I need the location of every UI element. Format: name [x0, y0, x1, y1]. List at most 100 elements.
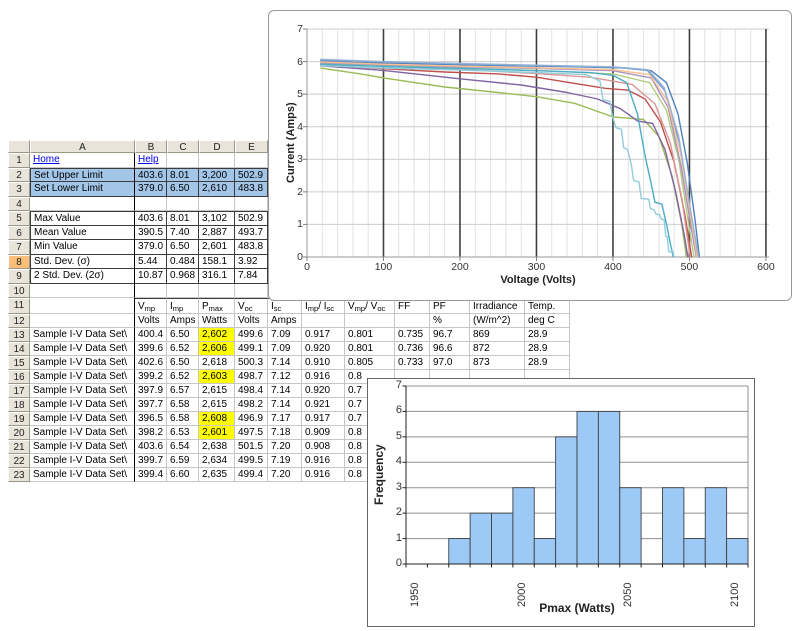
row-header-10[interactable]: 10	[8, 283, 30, 298]
cell-D23[interactable]: 2,635	[199, 468, 235, 482]
cell-E9[interactable]: 7.84	[235, 269, 268, 284]
cell-E14[interactable]: 499.1	[235, 342, 268, 356]
cell-E16[interactable]: 498.7	[235, 370, 268, 384]
cell-D17[interactable]: 2,615	[199, 384, 235, 398]
cell-E17[interactable]: 498.4	[235, 384, 268, 398]
cell-B19[interactable]: 396.5	[135, 412, 167, 426]
cell-E3[interactable]: 483.8	[235, 182, 268, 197]
cell-E23[interactable]: 499.4	[235, 468, 268, 482]
cell-C19[interactable]: 6.58	[167, 412, 199, 426]
cell-D13[interactable]: 2,602	[199, 328, 235, 342]
cell-D6[interactable]: 2,887	[199, 225, 235, 240]
cell-D22[interactable]: 2,634	[199, 454, 235, 468]
row-header-6[interactable]: 6	[8, 225, 30, 240]
cell-C16[interactable]: 6.52	[167, 370, 199, 384]
cell-C7[interactable]: 6.50	[167, 240, 199, 255]
cell-D14[interactable]: 2,606	[199, 342, 235, 356]
cell-L14[interactable]: 28.9	[525, 342, 570, 356]
cell-C5[interactable]: 8.01	[167, 211, 199, 226]
cell-B4[interactable]	[135, 196, 167, 211]
cell-I15[interactable]: 0.733	[395, 356, 430, 370]
cell-C14[interactable]: 6.52	[167, 342, 199, 356]
cell-B22[interactable]: 399.7	[135, 454, 167, 468]
cell-A11[interactable]	[30, 298, 135, 314]
cell-E4[interactable]	[235, 196, 268, 211]
cell-C3[interactable]: 6.50	[167, 182, 199, 197]
cell-D8[interactable]: 158.1	[199, 254, 235, 269]
cell-A23[interactable]: Sample I-V Data Set\	[30, 468, 135, 482]
cell-C6[interactable]: 7.40	[167, 225, 199, 240]
col-header-C[interactable]: C	[167, 140, 199, 153]
cell-L12[interactable]: deg C	[525, 314, 570, 328]
cell-B18[interactable]: 397.7	[135, 398, 167, 412]
help-link[interactable]: Help	[138, 154, 159, 165]
cell-A9[interactable]: 2 Std. Dev. (2σ)	[30, 269, 135, 284]
cell-A16[interactable]: Sample I-V Data Set\	[30, 370, 135, 384]
cell-A14[interactable]: Sample I-V Data Set\	[30, 342, 135, 356]
cell-F17[interactable]: 7.14	[268, 384, 302, 398]
row-header-21[interactable]: 21	[8, 440, 30, 454]
row-header-14[interactable]: 14	[8, 342, 30, 356]
cell-F14[interactable]: 7.09	[268, 342, 302, 356]
cell-D3[interactable]: 2,610	[199, 182, 235, 197]
cell-C1[interactable]	[167, 153, 199, 168]
row-header-9[interactable]: 9	[8, 269, 30, 284]
cell-K13[interactable]: 869	[470, 328, 525, 342]
cell-C10[interactable]	[167, 283, 199, 298]
row-header-3[interactable]: 3	[8, 182, 30, 197]
cell-E18[interactable]: 498.2	[235, 398, 268, 412]
cell-B9[interactable]: 10.87	[135, 269, 167, 284]
cell-G14[interactable]: 0.920	[302, 342, 345, 356]
cell-E1[interactable]	[235, 153, 268, 168]
cell-C12[interactable]: Amps	[167, 314, 199, 328]
cell-A18[interactable]: Sample I-V Data Set\	[30, 398, 135, 412]
cell-H13[interactable]: 0.801	[345, 328, 395, 342]
cell-I12[interactable]	[395, 314, 430, 328]
cell-E5[interactable]: 502.9	[235, 211, 268, 226]
cell-D2[interactable]: 3,200	[199, 167, 235, 182]
cell-A20[interactable]: Sample I-V Data Set\	[30, 426, 135, 440]
cell-G17[interactable]: 0.920	[302, 384, 345, 398]
row-header-13[interactable]: 13	[8, 328, 30, 342]
col-header-B[interactable]: B	[135, 140, 167, 153]
cell-B1[interactable]: Help	[135, 153, 167, 168]
cell-E2[interactable]: 502.9	[235, 167, 268, 182]
cell-A12[interactable]	[30, 314, 135, 328]
cell-C21[interactable]: 6.54	[167, 440, 199, 454]
cell-D19[interactable]: 2,608	[199, 412, 235, 426]
cell-K15[interactable]: 873	[470, 356, 525, 370]
cell-A4[interactable]	[30, 196, 135, 211]
cell-B2[interactable]: 403.6	[135, 167, 167, 182]
cell-A21[interactable]: Sample I-V Data Set\	[30, 440, 135, 454]
cell-G19[interactable]: 0.917	[302, 412, 345, 426]
cell-B3[interactable]: 379.0	[135, 182, 167, 197]
cell-H15[interactable]: 0.805	[345, 356, 395, 370]
col-header-A[interactable]: A	[30, 140, 135, 153]
cell-D20[interactable]: 2,601	[199, 426, 235, 440]
cell-A3[interactable]: Set Lower Limit	[30, 182, 135, 197]
cell-A22[interactable]: Sample I-V Data Set\	[30, 454, 135, 468]
row-header-1[interactable]: 1	[8, 153, 30, 168]
pmax-histogram-chart[interactable]: Frequency Pmax (Watts) 0 1 2 3 4 5 6 7 1950 2000 2…	[367, 378, 755, 627]
cell-D15[interactable]: 2,618	[199, 356, 235, 370]
cell-B6[interactable]: 390.5	[135, 225, 167, 240]
row-header-5[interactable]: 5	[8, 211, 30, 226]
cell-I13[interactable]: 0.735	[395, 328, 430, 342]
cell-B15[interactable]: 402.6	[135, 356, 167, 370]
cell-B14[interactable]: 399.6	[135, 342, 167, 356]
cell-D16[interactable]: 2,603	[199, 370, 235, 384]
row-header-4[interactable]: 4	[8, 196, 30, 211]
row-header-8[interactable]: 8	[8, 254, 30, 269]
row-header-2[interactable]: 2	[8, 167, 30, 182]
cell-F22[interactable]: 7.19	[268, 454, 302, 468]
cell-G15[interactable]: 0.910	[302, 356, 345, 370]
cell-K14[interactable]: 872	[470, 342, 525, 356]
cell-J15[interactable]: 97.0	[430, 356, 470, 370]
cell-B13[interactable]: 400.4	[135, 328, 167, 342]
cell-D9[interactable]: 316.1	[199, 269, 235, 284]
